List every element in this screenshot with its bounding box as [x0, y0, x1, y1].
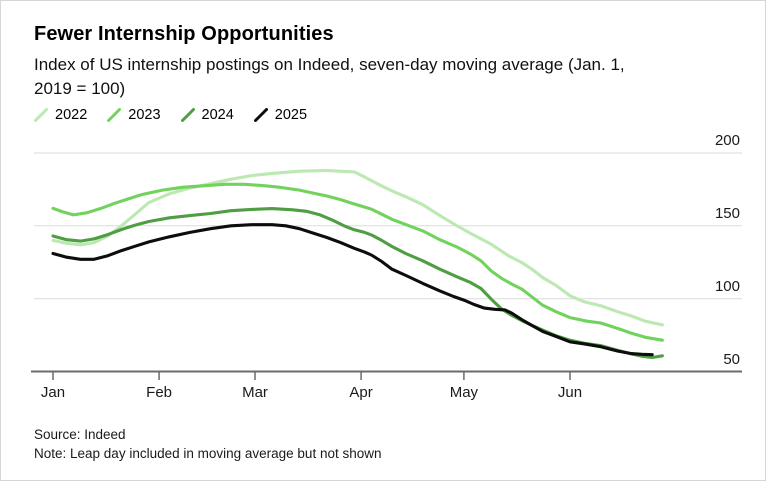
- legend-item-2023: 2023: [107, 107, 161, 123]
- y-axis-label-200: 200: [714, 132, 740, 149]
- x-axis-label-Feb: Feb: [146, 384, 173, 401]
- series-line-2025: [51, 223, 654, 357]
- y-axis-label-150: 150: [714, 204, 740, 222]
- source-text: Source: Indeed: [34, 427, 126, 442]
- x-axis-label-Apr: Apr: [349, 384, 373, 401]
- x-axis-label-Jan: Jan: [40, 384, 66, 401]
- y-axis-label-50: 50: [723, 350, 740, 368]
- x-axis-label-Jun: Jun: [557, 384, 583, 401]
- legend-label: 2022: [55, 107, 88, 123]
- legend-item-2022: 2022: [34, 107, 87, 123]
- series-line-2024: [51, 207, 664, 360]
- note-text: Note: Leap day included in moving averag…: [34, 445, 382, 461]
- chart-footer: Source: Indeed Note: Leap day included i…: [34, 426, 381, 464]
- chart-legend: 2022 2023 2024 2025: [34, 107, 307, 123]
- legend-item-2025: 2025: [253, 107, 308, 123]
- legend-item-2024: 2024: [180, 107, 234, 123]
- legend-label: 2025: [274, 107, 308, 123]
- legend-slash-icon: [107, 108, 122, 122]
- x-axis-label-May: May: [449, 384, 479, 401]
- series-line-2023: [51, 182, 664, 342]
- legend-slash-icon: [34, 108, 48, 122]
- legend-label: 2023: [128, 107, 161, 123]
- x-axis-label-Mar: Mar: [242, 384, 268, 401]
- y-axis-label-100: 100: [714, 277, 740, 295]
- legend-slash-icon: [253, 108, 268, 122]
- legend-slash-icon: [180, 108, 195, 122]
- chart-title: Fewer Internship Opportunities: [34, 23, 334, 45]
- legend-label: 2024: [201, 107, 234, 123]
- chart-subtitle: Index of US internship postings on Indee…: [34, 55, 625, 99]
- series-line-2022: [51, 168, 664, 327]
